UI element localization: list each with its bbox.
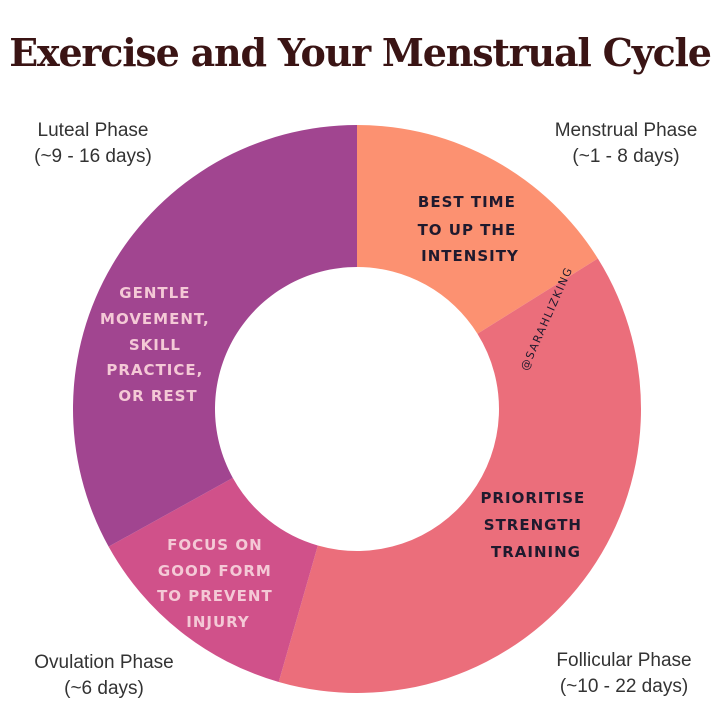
ovulation-advice-line: TO PREVENT <box>157 587 273 605</box>
menstrual-advice-line: INTENSITY <box>421 247 519 265</box>
follicular-advice-line: PRIORITISE <box>480 489 585 507</box>
luteal-advice: GENTLE MOVEMENT, SKILL PRACTICE, OR REST <box>100 284 216 405</box>
luteal-advice-line: SKILL <box>129 336 181 354</box>
menstrual-advice: BEST TIME TO UP THE INTENSITY <box>418 193 523 265</box>
luteal-advice-line: PRACTICE, <box>106 361 203 379</box>
follicular-phase-name: Follicular Phase <box>556 650 692 671</box>
follicular-advice-line: TRAINING <box>491 543 581 561</box>
menstrual-phase-label: Menstrual Phase (~1 - 8 days) <box>536 118 716 170</box>
follicular-segment <box>278 258 641 694</box>
ovulation-phase-duration: (~6 days) <box>64 678 144 699</box>
menstrual-segment <box>357 125 598 334</box>
follicular-phase-duration: (~10 - 22 days) <box>559 676 689 697</box>
menstrual-advice-line: BEST TIME <box>418 193 516 211</box>
ovulation-advice-line: FOCUS ON <box>167 536 263 554</box>
menstrual-phase-duration: (~1 - 8 days) <box>572 146 680 167</box>
luteal-segment <box>73 125 357 547</box>
menstrual-advice-line: TO UP THE <box>418 221 517 239</box>
ovulation-phase-name: Ovulation Phase <box>34 652 174 673</box>
follicular-advice: PRIORITISE STRENGTH TRAINING <box>480 489 591 561</box>
ovulation-advice-line: GOOD FORM <box>158 562 272 580</box>
luteal-advice-line: GENTLE <box>119 284 190 302</box>
menstrual-phase-name: Menstrual Phase <box>554 120 698 141</box>
luteal-advice-line: OR REST <box>118 387 197 405</box>
ovulation-segment <box>108 477 318 682</box>
page-title: Exercise and Your Menstrual Cycle <box>9 30 712 75</box>
luteal-phase-label: Luteal Phase (~9 - 16 days) <box>18 118 168 170</box>
luteal-phase-name: Luteal Phase <box>37 120 149 141</box>
luteal-phase-duration: (~9 - 16 days) <box>34 146 152 167</box>
luteal-advice-line: MOVEMENT, <box>100 310 210 328</box>
follicular-phase-label: Follicular Phase (~10 - 22 days) <box>538 648 710 700</box>
ovulation-advice: FOCUS ON GOOD FORM TO PREVENT INJURY <box>157 536 279 631</box>
follicular-advice-line: STRENGTH <box>484 516 582 534</box>
ovulation-advice-line: INJURY <box>186 613 250 631</box>
ovulation-phase-label: Ovulation Phase (~6 days) <box>14 650 194 702</box>
